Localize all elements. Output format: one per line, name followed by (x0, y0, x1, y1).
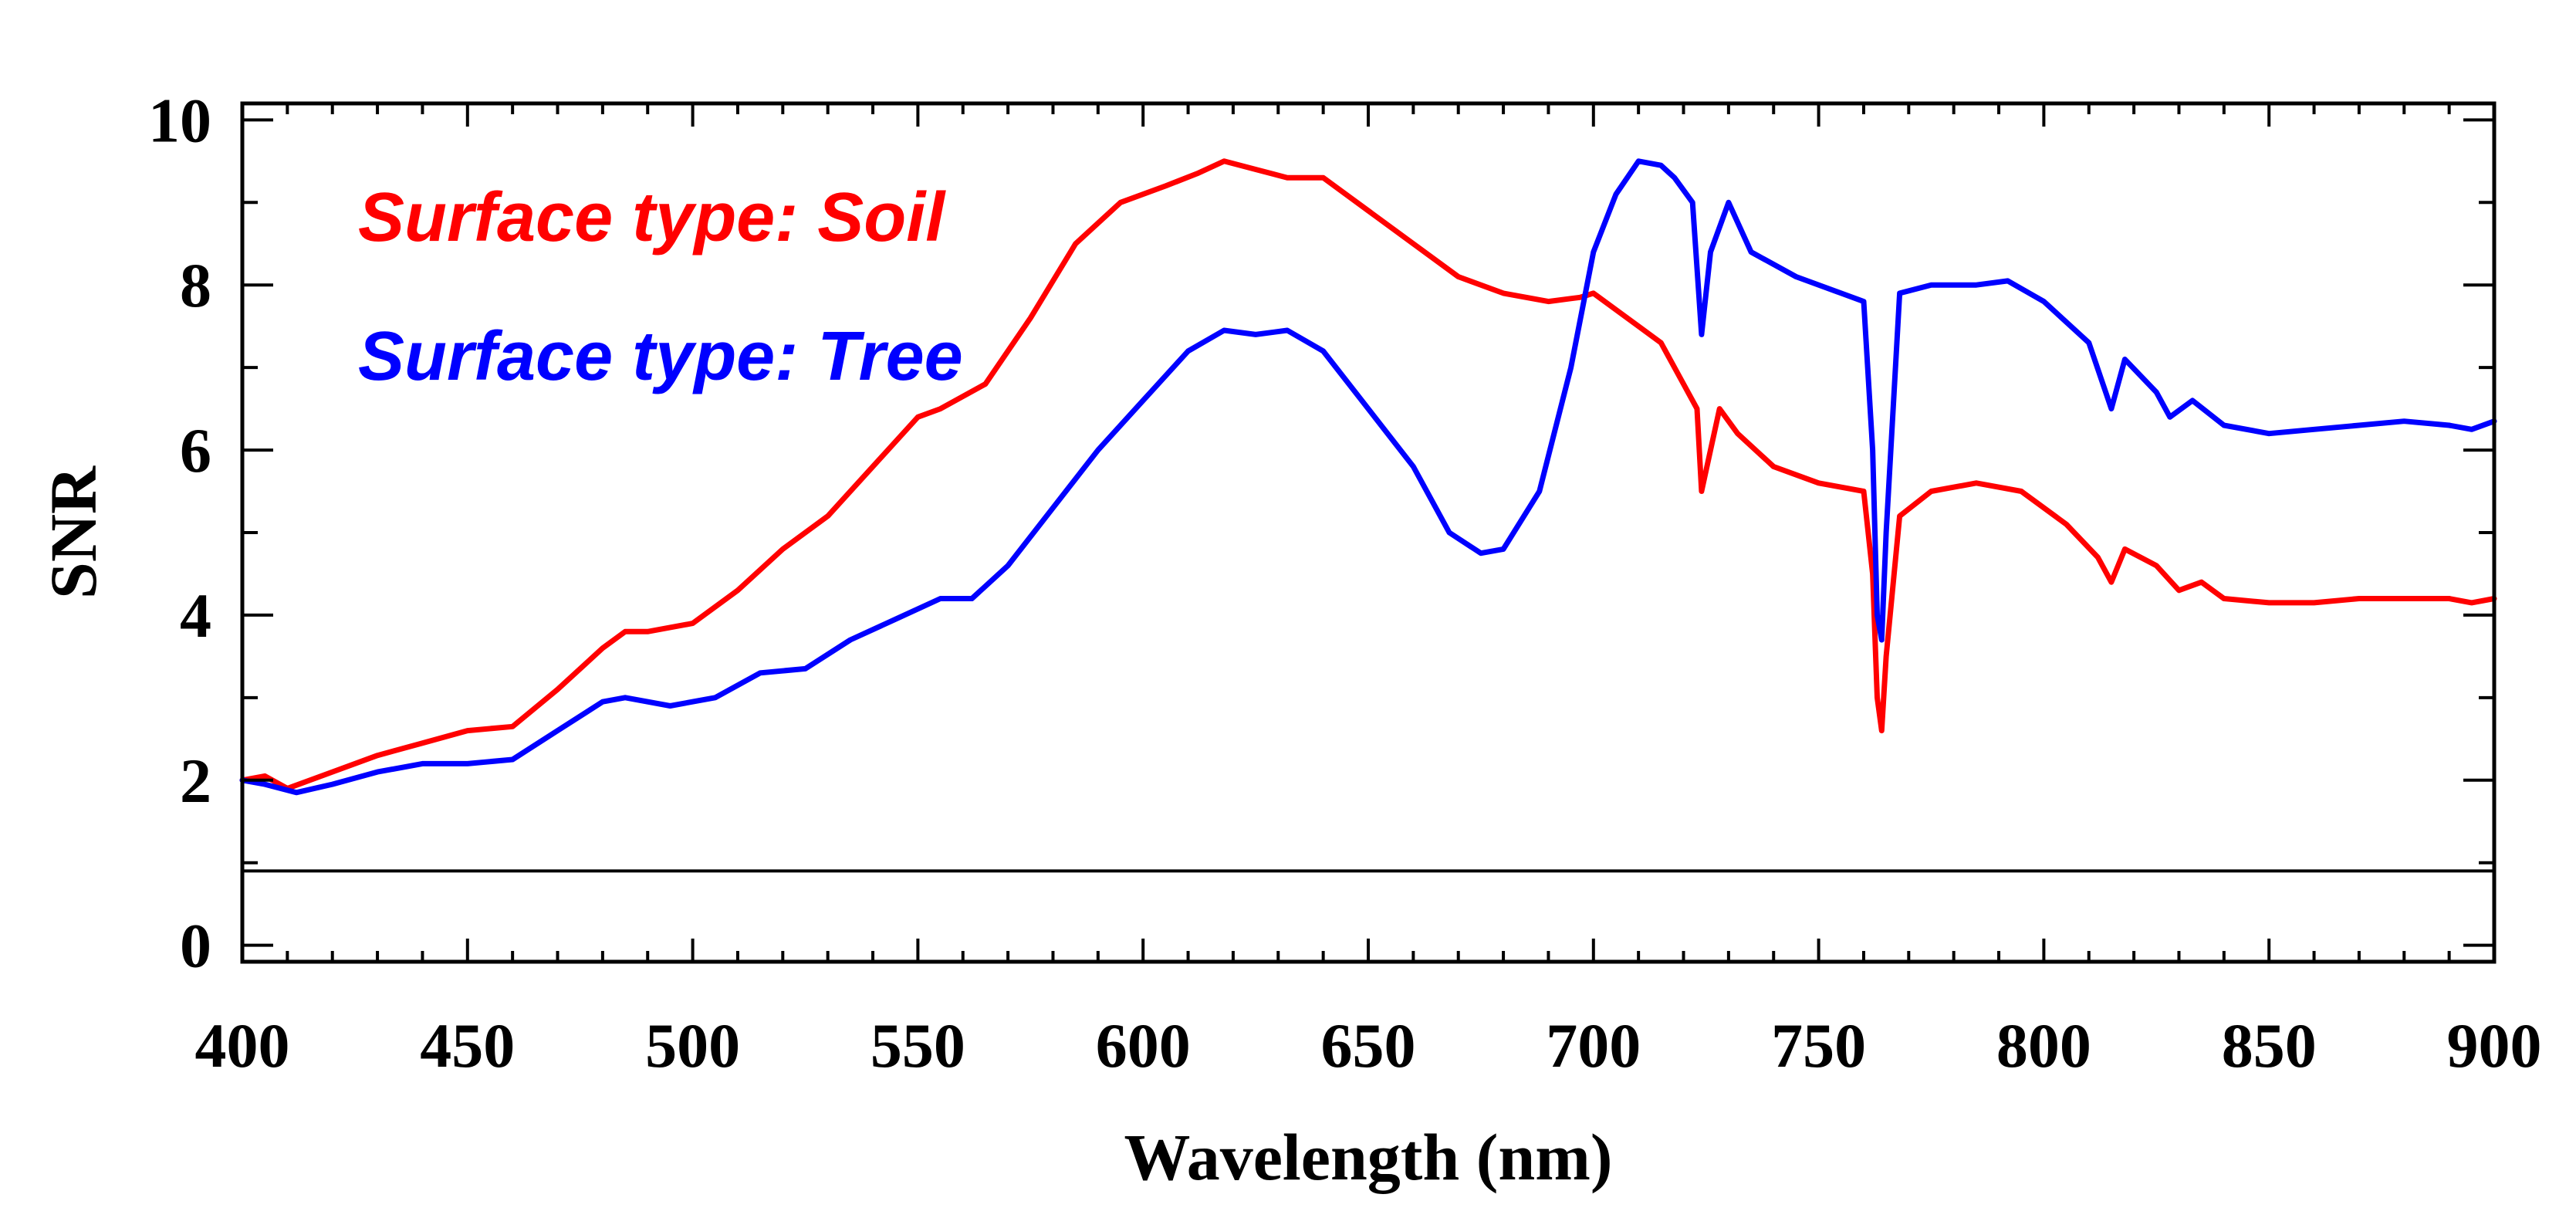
x-tick-label: 700 (1546, 1010, 1641, 1081)
x-tick-label: 600 (1096, 1010, 1191, 1081)
y-tick-label: 8 (180, 250, 211, 320)
legend-tree: Surface type: Tree (358, 318, 963, 395)
x-axis-title: Wavelength (nm) (1124, 1120, 1612, 1194)
legend-soil: Surface type: Soil (358, 179, 946, 256)
y-tick-label: 10 (148, 85, 211, 155)
x-tick-label: 550 (870, 1010, 965, 1081)
y-tick-label: 4 (180, 580, 211, 651)
x-tick-label: 800 (1996, 1010, 2091, 1081)
series-layer (239, 158, 2497, 796)
plot-frame (240, 101, 2497, 964)
tick-labels-layer: 400 450 500 550 600 650 700 750 800 850 900 0 2 4 6 8 10 (148, 85, 2542, 1081)
x-tick-label: 900 (2447, 1010, 2542, 1081)
series-line-soil (239, 158, 2497, 791)
y-axis-title: SNR (36, 465, 110, 599)
series-line-tree (239, 158, 2497, 796)
x-tick-label: 500 (645, 1010, 740, 1081)
x-tick-label: 450 (420, 1010, 515, 1081)
x-tick-label: 850 (2222, 1010, 2317, 1081)
x-tick-label: 750 (1771, 1010, 1866, 1081)
x-tick-label: 400 (195, 1010, 290, 1081)
y-tick-label: 6 (180, 415, 211, 486)
x-tick-label: 650 (1321, 1010, 1416, 1081)
y-tick-label: 0 (180, 911, 211, 981)
y-tick-label: 2 (180, 746, 211, 816)
